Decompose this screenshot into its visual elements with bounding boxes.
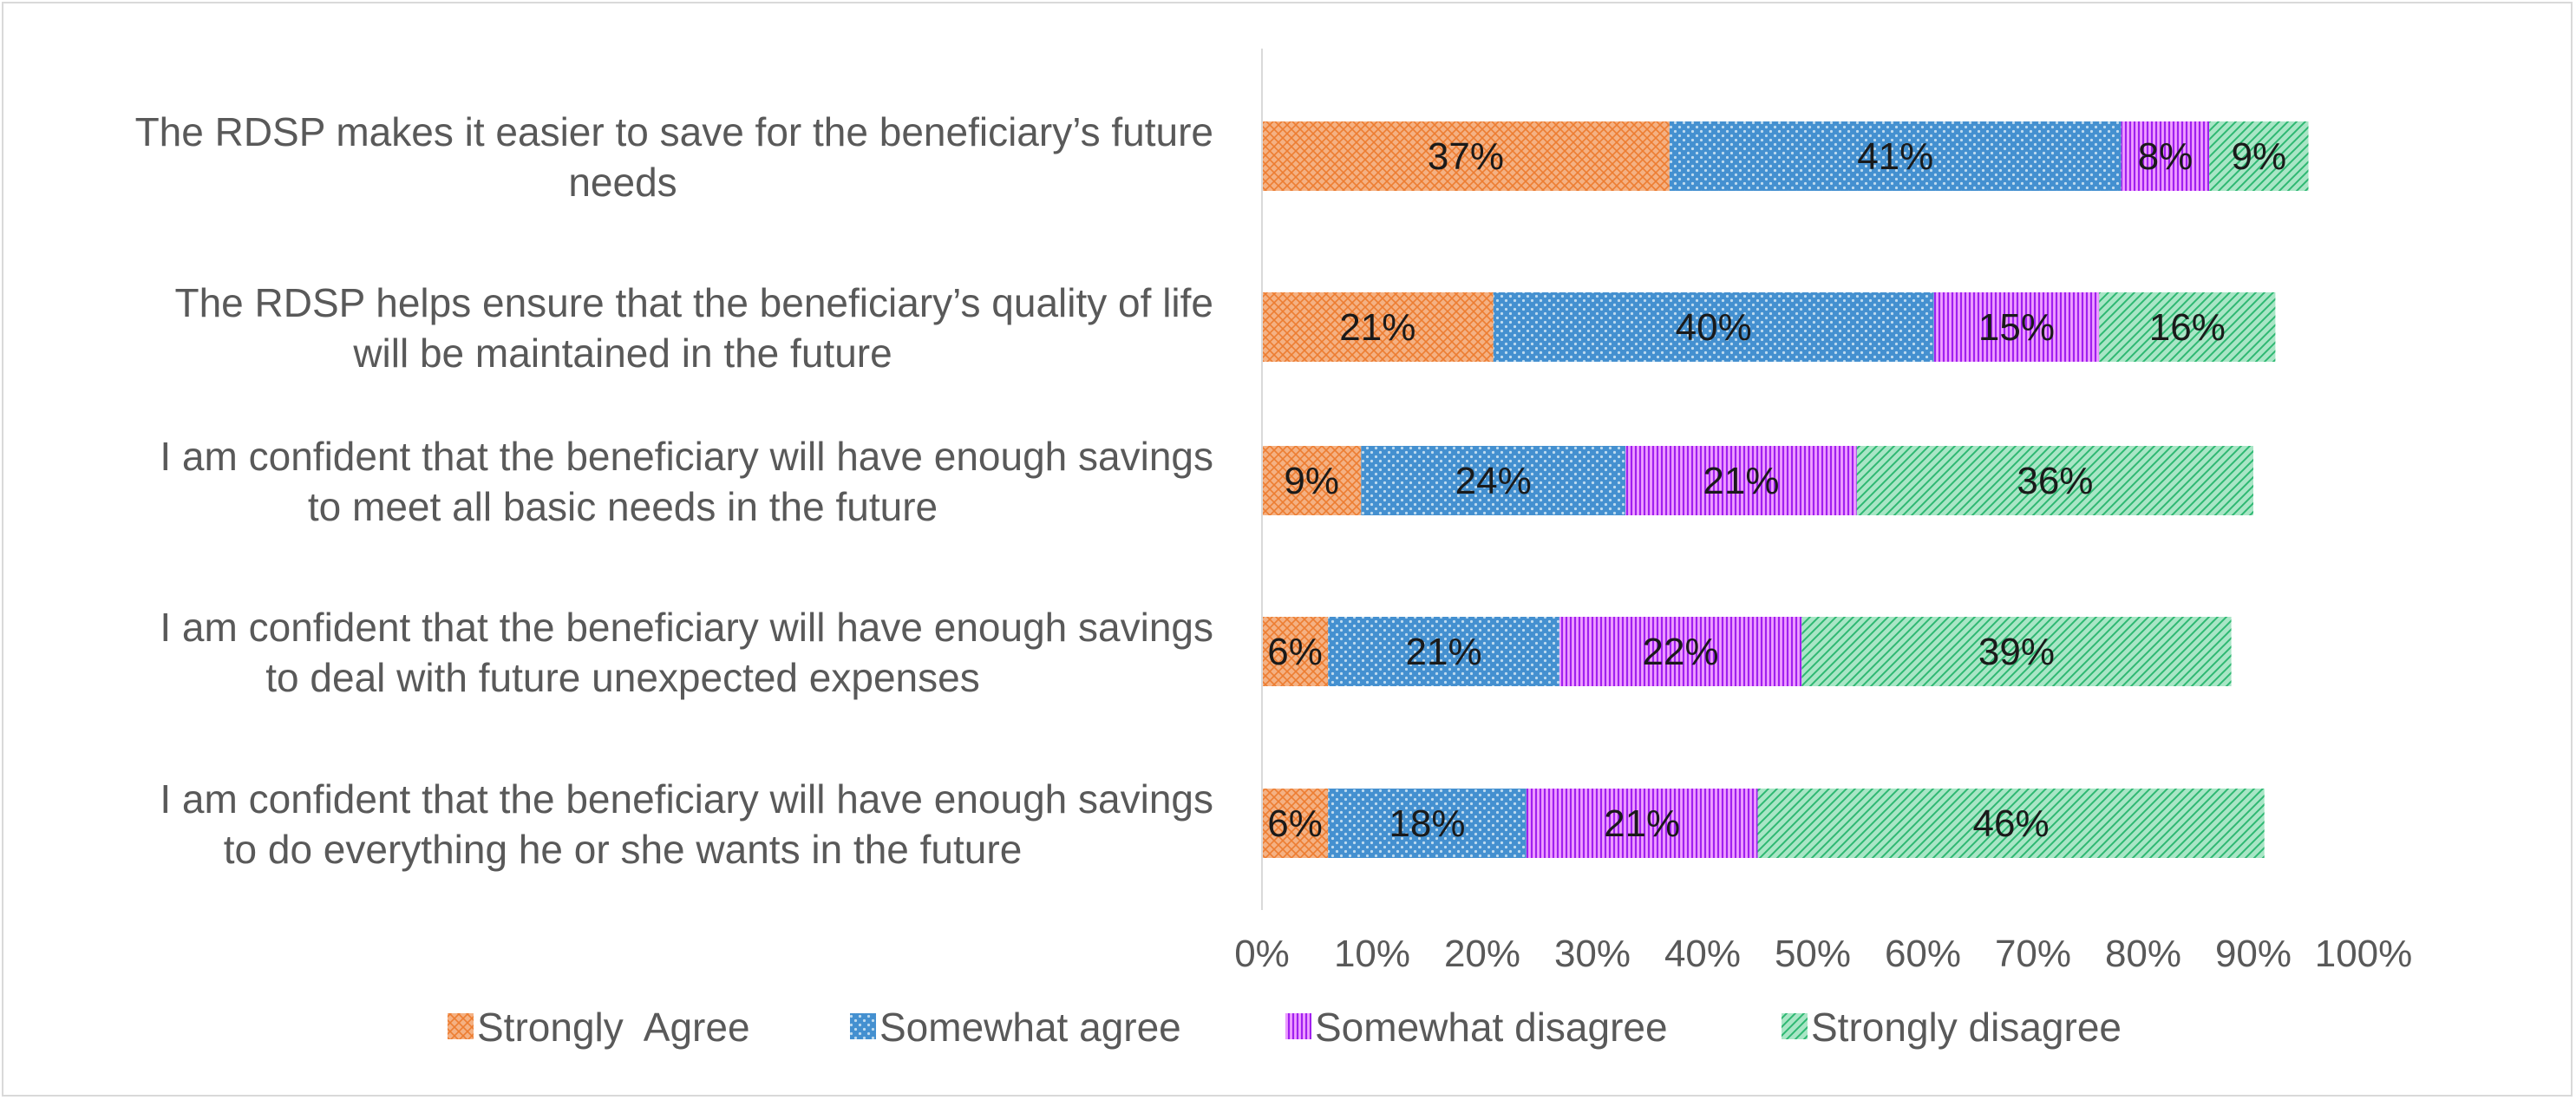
category-label: I am confident that the beneficiary will… [160, 605, 1213, 700]
bar-segment [1856, 446, 2253, 515]
bar-segment [2121, 121, 2210, 191]
bar-segment [1493, 292, 1934, 362]
x-tick-label: 20% [1444, 933, 1520, 975]
x-tick-label: 10% [1334, 933, 1410, 975]
data-label: 39% [1978, 631, 2055, 673]
category-label: The RDSP helps ensure that the beneficia… [174, 280, 1213, 376]
legend-label: Strongly Agree [477, 1005, 750, 1050]
bar-segment [1801, 617, 2232, 686]
bar-segment [1757, 789, 2265, 858]
bar-segment [1262, 446, 1362, 515]
data-label: 6% [1267, 802, 1323, 845]
x-tick-label: 30% [1554, 933, 1631, 975]
bar-segment [1625, 446, 1857, 515]
legend-swatch [1782, 1013, 1808, 1039]
data-label: 22% [1643, 631, 1719, 673]
bar-segment [1262, 121, 1670, 191]
x-tick-label: 0% [1234, 933, 1290, 975]
bar-segment [1361, 446, 1626, 515]
legend-swatch [850, 1013, 876, 1039]
data-label: 21% [1339, 306, 1415, 349]
legend-label: Strongly disagree [1811, 1005, 2122, 1050]
x-axis-ticks: 0% 10% 20% 30% 40% 50% 60% 70% 80% 90% 100% [1234, 933, 2412, 975]
data-label: 15% [1978, 306, 2055, 349]
bar-segment [1328, 789, 1527, 858]
data-label: 40% [1676, 306, 1752, 349]
x-tick-label: 100% [2315, 933, 2413, 975]
x-tick-label: 40% [1664, 933, 1741, 975]
x-tick-label: 60% [1885, 933, 1961, 975]
bar-segment [1559, 617, 1802, 686]
legend-swatch [1285, 1013, 1311, 1039]
bar-segment [2209, 121, 2309, 191]
data-label: 21% [1703, 460, 1779, 502]
data-label: 46% [1973, 802, 2050, 845]
data-label: 18% [1389, 802, 1465, 845]
data-label: 9% [2232, 135, 2287, 178]
x-tick-label: 90% [2215, 933, 2292, 975]
x-tick-label: 70% [1995, 933, 2071, 975]
stacked-bar-chart: 37% 41% 8% 9% 21% 40% 15% 16% 9% 24% 21% 36% 6% 21% 22… [135, 49, 2412, 1050]
x-tick-label: 50% [1775, 933, 1851, 975]
category-label: I am confident that the beneficiary will… [160, 776, 1213, 872]
bar-segment [1262, 292, 1494, 362]
bar-segment [1262, 617, 1329, 686]
bar-segment [1933, 292, 2100, 362]
legend-label: Somewhat disagree [1315, 1005, 1668, 1050]
data-label: 41% [1857, 135, 1933, 178]
bar-segment [1526, 789, 1758, 858]
data-label: 6% [1267, 631, 1323, 673]
bar-segment [2099, 292, 2276, 362]
data-label: 36% [2017, 460, 2093, 502]
category-labels: The RDSP makes it easier to save for the… [135, 109, 1213, 872]
data-label: 9% [1284, 460, 1339, 502]
data-label: 37% [1428, 135, 1504, 178]
data-label: 21% [1406, 631, 1482, 673]
legend: Strongly Agree Somewhat agree Somewhat dis… [448, 1005, 2122, 1050]
data-label: 24% [1455, 460, 1532, 502]
legend-label: Somewhat agree [879, 1005, 1181, 1050]
bars-group: 37% 41% 8% 9% 21% 40% 15% 16% 9% 24% 21% 36% 6% 21% 22… [1261, 49, 2309, 910]
bar-segment [1262, 789, 1329, 858]
data-label: 21% [1604, 802, 1680, 845]
data-label: 16% [2149, 306, 2226, 349]
category-label: I am confident that the beneficiary will… [160, 434, 1213, 529]
bar-segment [1328, 617, 1559, 686]
category-label: The RDSP makes it easier to save for the… [135, 109, 1213, 205]
bar-segment [1669, 121, 2122, 191]
legend-swatch [448, 1013, 474, 1039]
x-tick-label: 80% [2105, 933, 2181, 975]
data-label: 8% [2138, 135, 2194, 178]
